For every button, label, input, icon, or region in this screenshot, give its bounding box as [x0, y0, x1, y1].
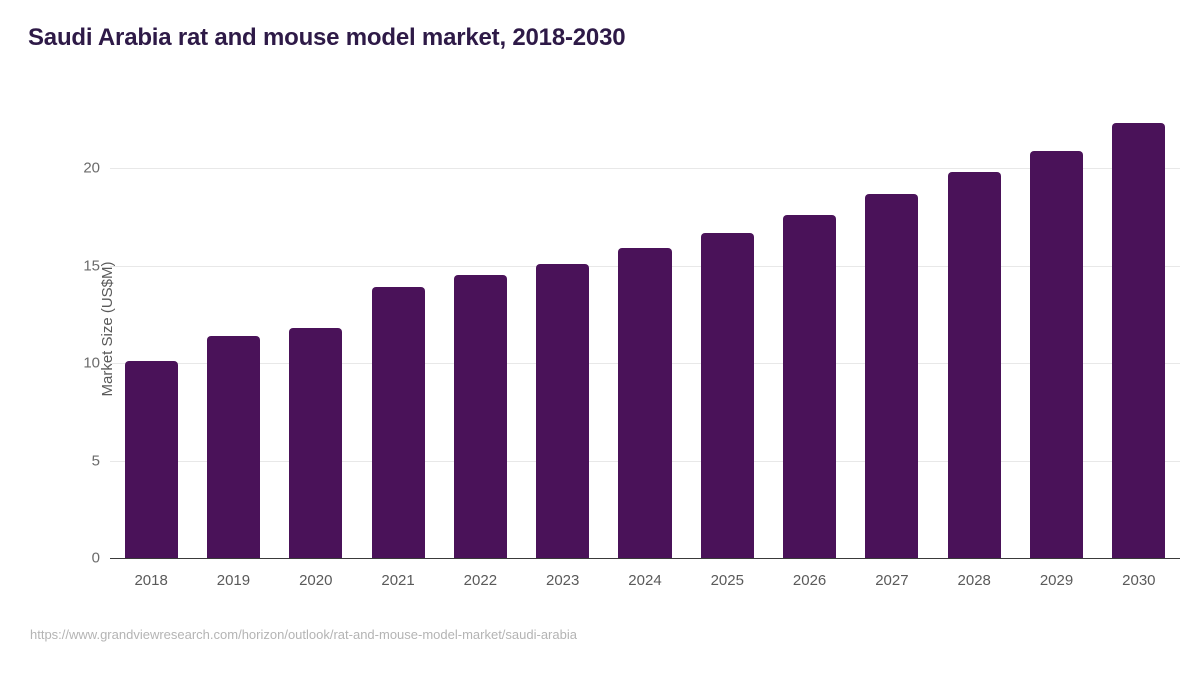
y-tick-label: 10 [83, 354, 100, 372]
bar-group[interactable]: 2024 [618, 100, 672, 589]
x-tick-label: 2025 [710, 572, 744, 589]
bar-group[interactable]: 2021 [371, 100, 425, 589]
bar-group[interactable]: 2023 [536, 100, 590, 589]
x-tick-label: 2029 [1039, 572, 1074, 589]
x-tick-label: 2024 [628, 572, 662, 589]
x-tick-label: 2028 [957, 572, 991, 589]
bar[interactable] [206, 335, 260, 558]
bar-group[interactable]: 2028 [947, 100, 1001, 589]
x-tick-label: 2020 [299, 572, 333, 589]
x-tick-label: 2021 [381, 572, 415, 589]
bar-group[interactable]: 2030 [1112, 100, 1166, 589]
bar[interactable] [865, 193, 919, 558]
bar-group[interactable]: 2018 [124, 100, 178, 589]
x-tick-label: 2018 [134, 572, 168, 589]
bar[interactable] [124, 361, 178, 558]
x-tick-label: 2030 [1122, 572, 1156, 589]
source-url[interactable]: https://www.grandviewresearch.com/horizo… [30, 627, 577, 642]
gridline [110, 168, 1180, 170]
bar-group[interactable]: 2019 [206, 100, 260, 589]
x-tick-label: 2023 [545, 572, 580, 589]
x-tick-label: 2022 [463, 572, 498, 589]
y-tick-label: 15 [83, 257, 100, 275]
bar-group[interactable]: 2026 [783, 100, 837, 589]
bar[interactable] [1029, 150, 1084, 558]
bar[interactable] [783, 215, 837, 558]
bar-group[interactable]: 2029 [1029, 100, 1084, 589]
y-tick-label: 0 [91, 549, 100, 567]
bar-group[interactable]: 2025 [700, 100, 754, 589]
page-title: Saudi Arabia rat and mouse model market,… [28, 24, 626, 51]
bar-group[interactable]: 2020 [289, 100, 343, 589]
bar[interactable] [947, 172, 1001, 558]
y-tick-label: 20 [83, 159, 100, 177]
bar-group[interactable]: 2022 [453, 100, 507, 589]
x-tick-label: 2026 [792, 572, 827, 589]
bar[interactable] [700, 232, 754, 558]
bar[interactable] [618, 248, 672, 558]
axis-baseline [110, 558, 1180, 559]
x-tick-label: 2019 [216, 572, 251, 589]
y-tick-label: 5 [91, 452, 100, 470]
bar-series: 2018 2019 2020 2021 2022 2023 2024 2025 2026 2027… [110, 100, 1180, 589]
bar[interactable] [1112, 123, 1166, 558]
bar-group[interactable]: 2027 [865, 100, 919, 589]
x-tick-label: 2027 [875, 572, 909, 589]
bar[interactable] [536, 263, 590, 558]
plot-area: 0 5 10 15 20 2018 2019 2020 2021 2022 2023 2024 202… [83, 100, 1180, 589]
bar[interactable] [371, 287, 425, 558]
bar[interactable] [453, 275, 507, 558]
bar[interactable] [289, 328, 343, 558]
